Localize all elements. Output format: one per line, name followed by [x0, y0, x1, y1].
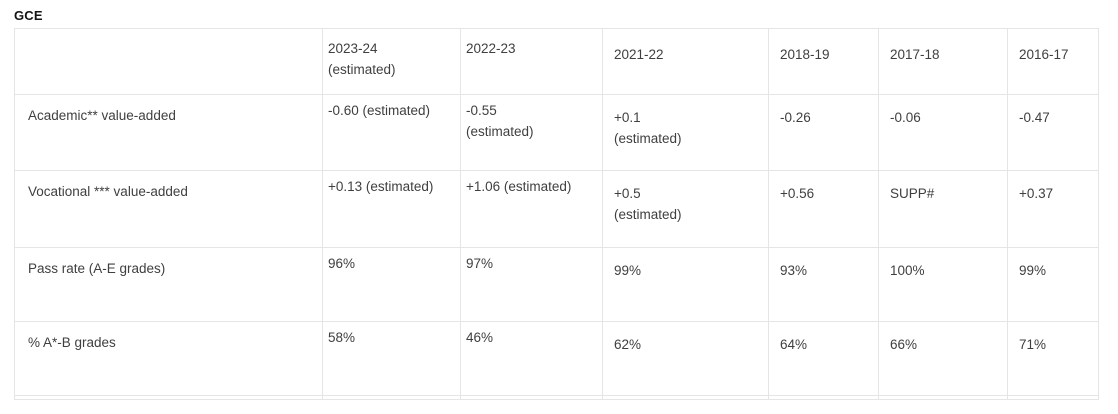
spacer-cell [460, 395, 603, 400]
cell: -0.55 (estimated) [460, 94, 603, 171]
cell: 99% [602, 247, 769, 322]
cell: +0.13 (estimated) [322, 170, 461, 248]
cell: 58% [322, 321, 461, 396]
column-header-5: 2016-17 [1007, 28, 1099, 95]
spacer-cell [602, 395, 769, 400]
cell: 99% [1007, 247, 1099, 322]
spacer-cell [322, 395, 461, 400]
cell: -0.26 [768, 94, 879, 171]
page-title: GCE [14, 8, 43, 23]
table-bottom-spacer-row [14, 395, 1099, 400]
cell: 97% [460, 247, 603, 322]
row-label: Vocational *** value-added [14, 170, 323, 248]
spacer-cell [1007, 395, 1099, 400]
table-row-2: Pass rate (A-E grades) 96% 97% 99% 93% 100% 99… [14, 247, 1099, 322]
cell: -0.47 [1007, 94, 1099, 171]
table-body: Academic** value-added -0.60 (estimated) -… [14, 94, 1099, 400]
row-label-column-header [14, 28, 323, 95]
cell: +0.37 [1007, 170, 1099, 248]
spacer-cell [878, 395, 1008, 400]
table-row-1: Vocational *** value-added +0.13 (estimat… [14, 170, 1099, 248]
gce-results-table: 2023-24 (estimated) 2022-23 2021-22 2018-19… [14, 28, 1099, 400]
row-label: Pass rate (A-E grades) [14, 247, 323, 322]
cell: +1.06 (estimated) [460, 170, 603, 248]
column-header-2: 2021-22 [602, 28, 769, 95]
cell: 66% [878, 321, 1008, 396]
column-header-1: 2022-23 [460, 28, 603, 95]
cell: +0.5 (estimated) [602, 170, 769, 248]
cell: +0.1 (estimated) [602, 94, 769, 171]
column-header-0: 2023-24 (estimated) [322, 28, 461, 95]
row-label: Academic** value-added [14, 94, 323, 171]
cell: 93% [768, 247, 879, 322]
cell: 62% [602, 321, 769, 396]
cell: -0.60 (estimated) [322, 94, 461, 171]
table-row-0: Academic** value-added -0.60 (estimated) -… [14, 94, 1099, 171]
cell: 46% [460, 321, 603, 396]
cell: +0.56 [768, 170, 879, 248]
row-label: % A*-B grades [14, 321, 323, 396]
column-header-4: 2017-18 [878, 28, 1008, 95]
cell: 100% [878, 247, 1008, 322]
cell: 96% [322, 247, 461, 322]
spacer-cell [14, 395, 323, 400]
cell: 71% [1007, 321, 1099, 396]
cell: SUPP# [878, 170, 1008, 248]
cell: -0.06 [878, 94, 1008, 171]
spacer-cell [768, 395, 879, 400]
column-header-3: 2018-19 [768, 28, 879, 95]
cell: 64% [768, 321, 879, 396]
table-row-3: % A*-B grades 58% 46% 62% 64% 66% 71% [14, 321, 1099, 396]
header-row: 2023-24 (estimated) 2022-23 2021-22 2018-19… [14, 28, 1099, 95]
